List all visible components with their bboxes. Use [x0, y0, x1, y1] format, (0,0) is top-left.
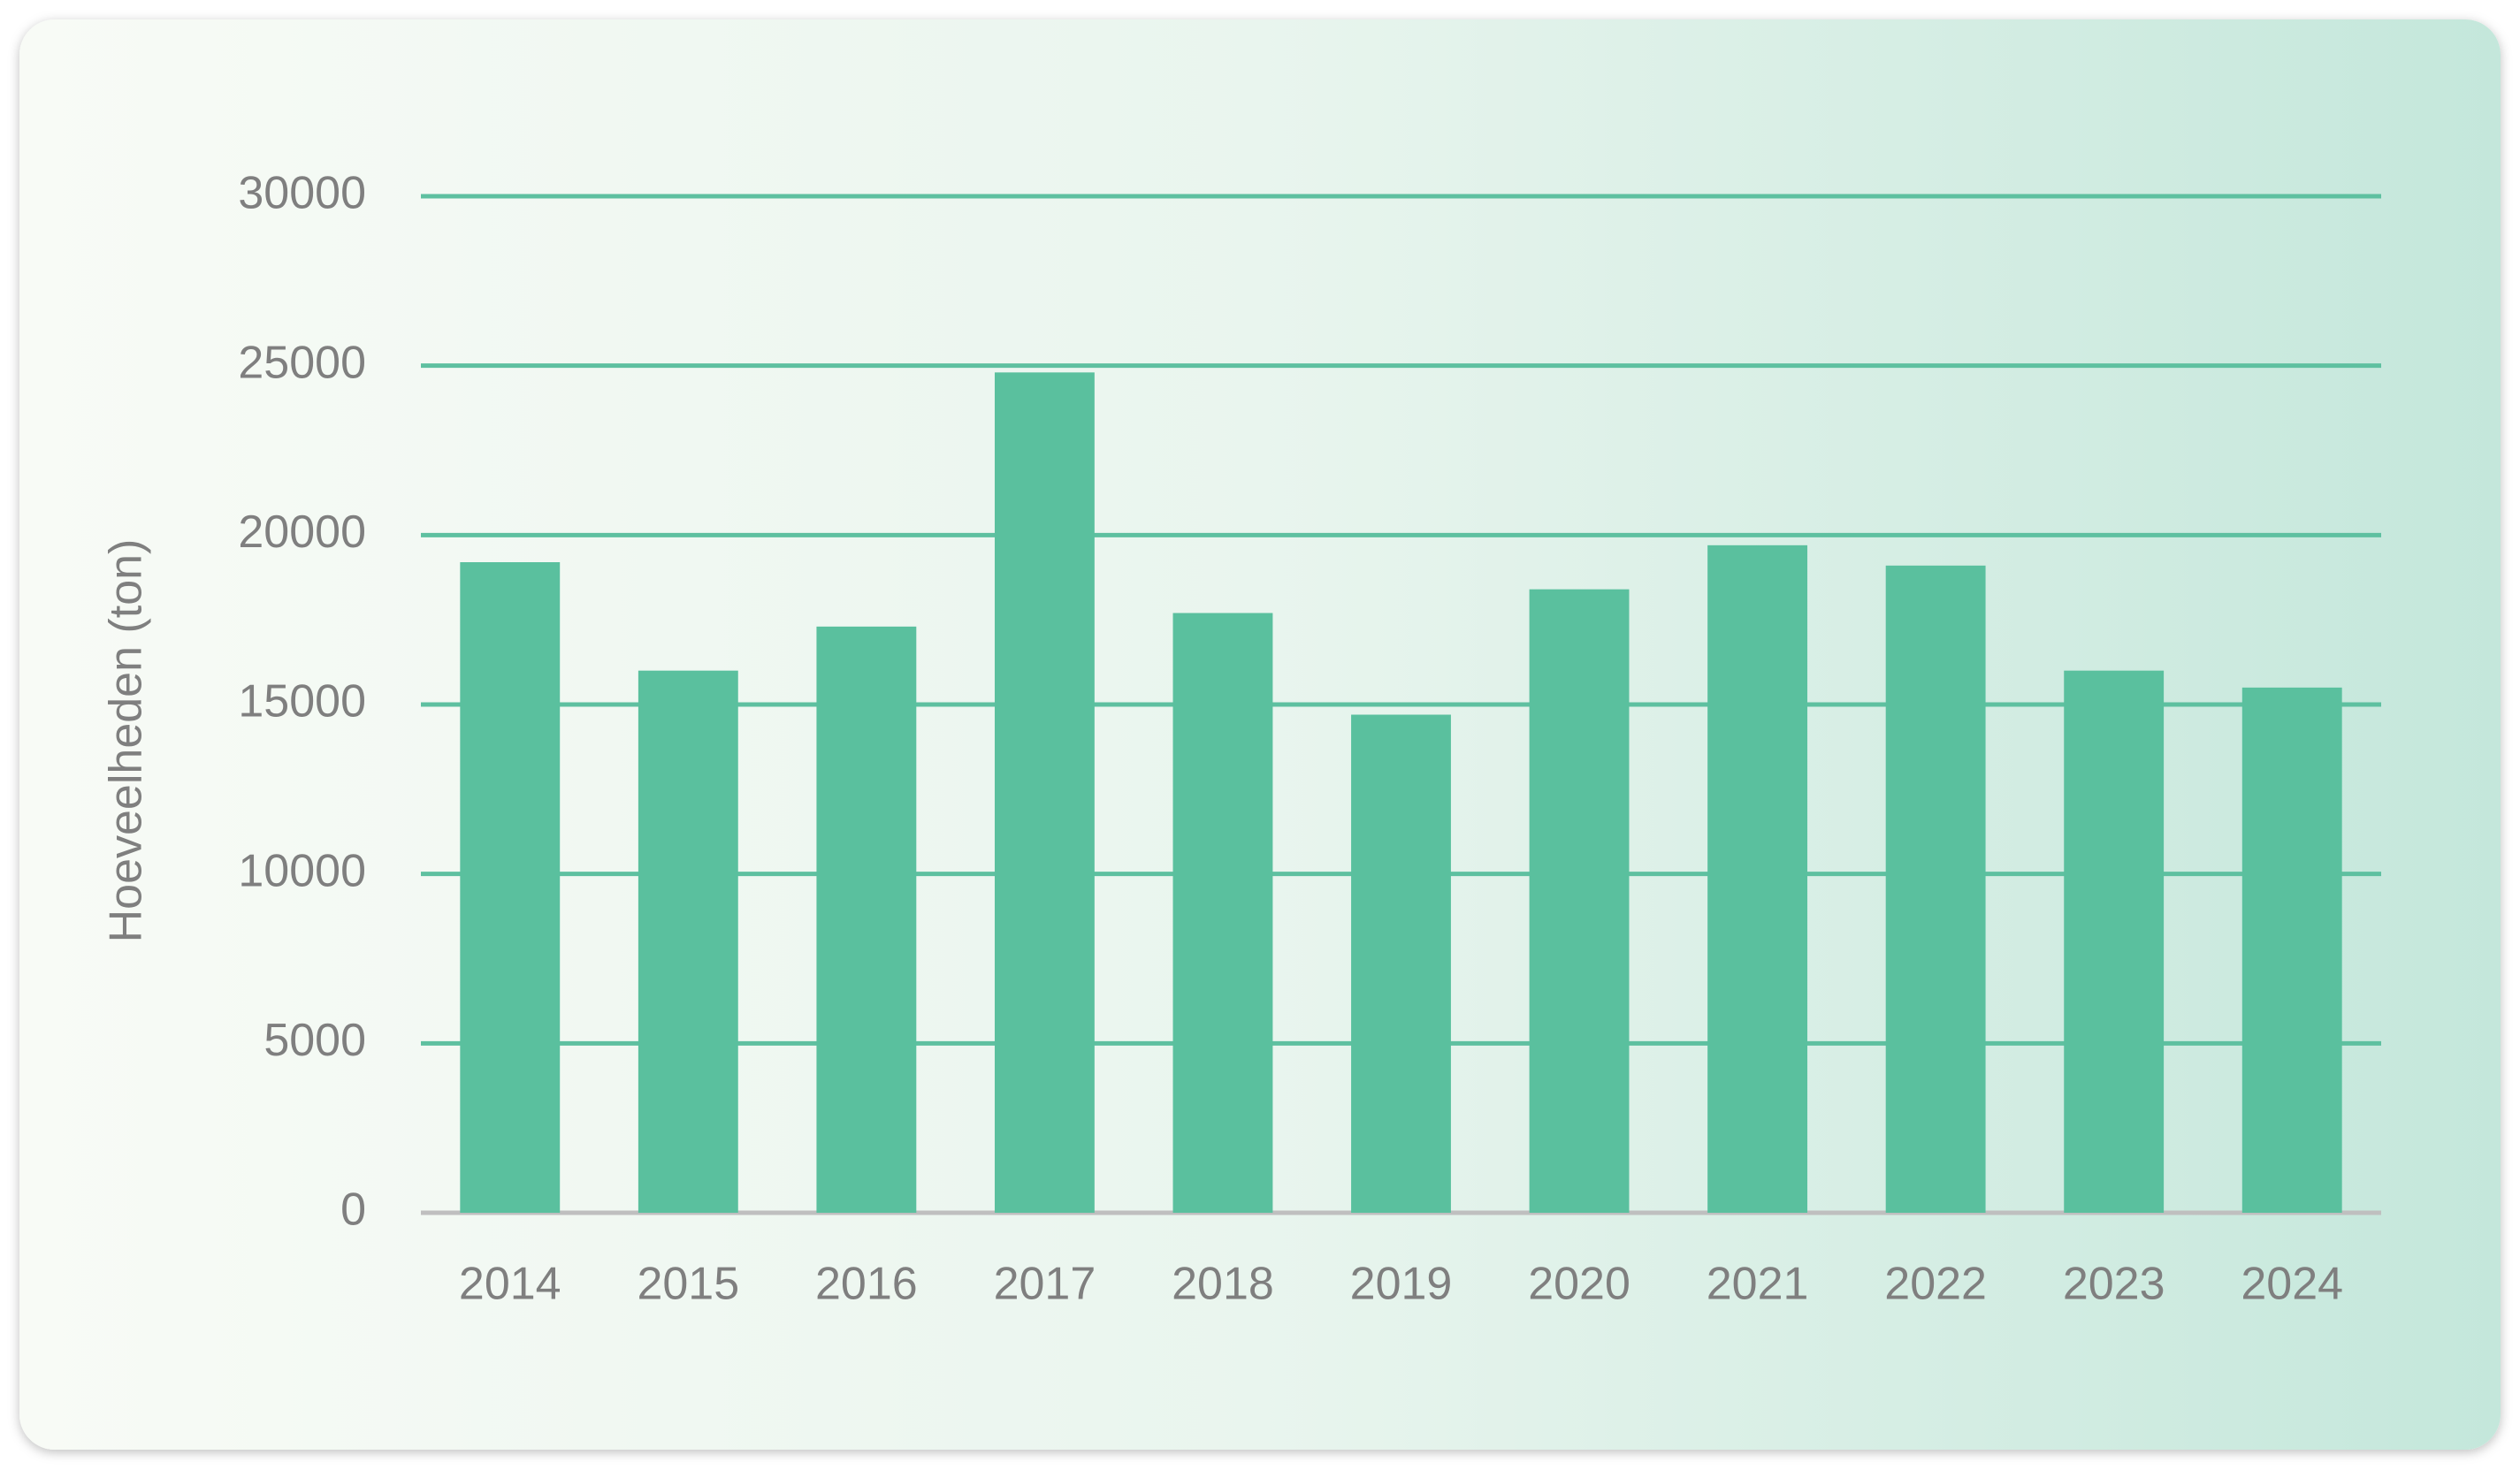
- bar: [1707, 545, 1808, 1213]
- y-tick-label: 25000: [238, 337, 366, 388]
- x-tick-label: 2018: [1172, 1259, 1274, 1310]
- bar: [2064, 670, 2165, 1213]
- y-tick-label: 20000: [238, 507, 366, 558]
- y-tick-label: 30000: [238, 168, 366, 219]
- bar: [1529, 589, 1630, 1213]
- bar: [2241, 687, 2342, 1213]
- x-tick-label: 2019: [1350, 1259, 1453, 1310]
- y-tick-label: 10000: [238, 845, 366, 896]
- bar: [460, 562, 561, 1213]
- x-tick-label: 2024: [2241, 1259, 2343, 1310]
- x-tick-label: 2014: [459, 1259, 561, 1310]
- x-tick-label: 2020: [1528, 1259, 1630, 1310]
- x-tick-label: 2017: [994, 1259, 1096, 1310]
- x-tick-label: 2022: [1884, 1259, 1987, 1310]
- x-tick-label: 2023: [2063, 1259, 2165, 1310]
- bar: [1172, 613, 1273, 1213]
- x-tick-label: 2015: [637, 1259, 739, 1310]
- bar: [816, 626, 917, 1213]
- x-tick-label: 2021: [1707, 1259, 1809, 1310]
- y-tick-label: 0: [340, 1184, 366, 1236]
- y-axis-title: Hoeveelheden (ton): [101, 539, 152, 943]
- y-tick-label: 5000: [263, 1015, 366, 1066]
- bar: [638, 670, 738, 1213]
- bar: [1351, 714, 1451, 1213]
- y-tick-label: 15000: [238, 676, 366, 727]
- x-tick-label: 2016: [815, 1259, 918, 1310]
- bar: [1885, 565, 1986, 1213]
- bar: [994, 372, 1095, 1213]
